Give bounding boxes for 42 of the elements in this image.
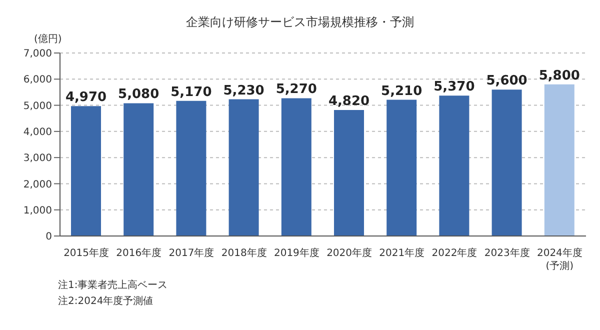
y-axis-title: (億円) (34, 32, 62, 46)
bar (386, 100, 417, 236)
bar (492, 90, 522, 236)
y-tick-label: 2,000 (23, 179, 52, 190)
data-label: 5,600 (486, 74, 528, 89)
bar (544, 84, 574, 236)
x-tick-label: 2021年度 (379, 247, 425, 259)
text: 注2:2024年度予測値 (58, 294, 154, 309)
x-tick-label: 2018年度 (221, 247, 267, 259)
bar (71, 106, 101, 236)
data-label: 5,270 (276, 82, 317, 98)
bar (334, 110, 364, 236)
bar (281, 98, 312, 236)
y-tick-label: 3,000 (23, 153, 52, 164)
data-label: 5,800 (538, 68, 580, 84)
x-tick-label: 2023年度 (484, 247, 530, 259)
bar (124, 103, 154, 236)
data-label: 5,080 (118, 87, 160, 102)
data-label: 5,170 (170, 84, 212, 100)
x-tick-label: 2022年度 (432, 247, 478, 259)
y-tick-label: 4,000 (23, 126, 52, 138)
text: 注1:事業者売上高ベース (58, 278, 168, 293)
bar (228, 99, 259, 236)
y-tick-label: 1,000 (23, 205, 52, 216)
y-tick-label: 6,000 (23, 74, 52, 86)
bar (176, 100, 206, 236)
data-label: 5,230 (223, 83, 264, 98)
x-tick-label: 2017年度 (168, 247, 214, 259)
x-tick-label: 2020年度 (326, 247, 372, 259)
x-tick-label: 2019年度 (274, 247, 320, 259)
y-tick-label: 0 (46, 232, 52, 243)
x-tick-label: 2015年度 (64, 247, 110, 259)
data-label: 5,210 (381, 84, 422, 99)
data-label: 4,820 (328, 94, 370, 109)
y-tick-label: 5,000 (23, 100, 52, 112)
x-tick-label: 2016年度 (116, 247, 162, 259)
bar (439, 96, 470, 236)
chart-title: 企業向け研修サービス市場規模推移・予測 (185, 14, 415, 31)
x-tick-label: 2024年度 (予測) (536, 247, 582, 272)
y-tick-label: 7,000 (23, 48, 52, 60)
data-label: 4,970 (65, 90, 107, 106)
data-label: 5,370 (434, 80, 475, 95)
